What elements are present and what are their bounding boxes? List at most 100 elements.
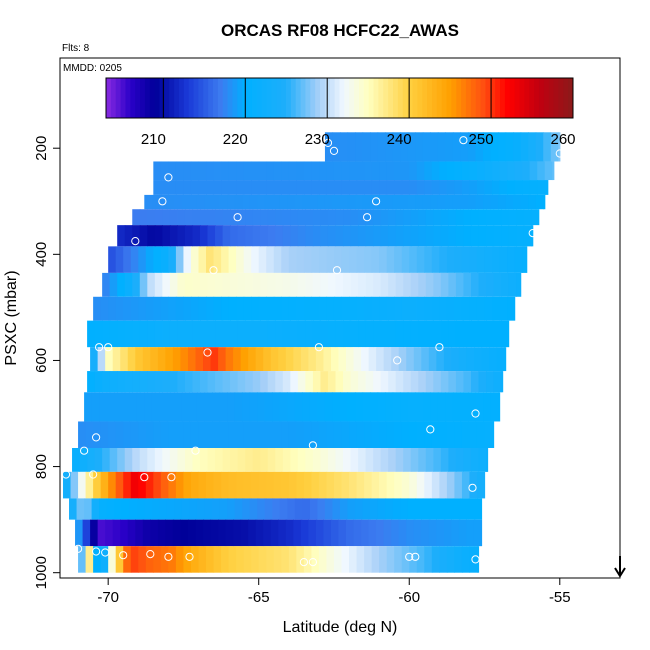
heatmap-cell	[154, 448, 163, 472]
heatmap-cell	[476, 471, 486, 499]
heatmap-cell	[136, 498, 145, 520]
heatmap-cell	[332, 194, 341, 210]
heatmap-cell	[258, 471, 267, 499]
sample-point	[61, 470, 71, 479]
heatmap-cell	[410, 209, 419, 226]
heatmap-cell	[160, 161, 169, 181]
heatmap-cell	[311, 296, 320, 321]
colorbar-segment	[519, 78, 525, 118]
sample-point	[164, 552, 173, 561]
heatmap-cell	[153, 421, 162, 448]
colorbar-segment	[388, 78, 394, 118]
heatmap-cell	[455, 448, 465, 472]
heatmap-cell	[373, 209, 382, 226]
heatmap-cell	[492, 246, 501, 273]
colorbar-segment	[159, 78, 165, 118]
heatmap-cell	[240, 347, 249, 372]
colorbar-segment	[358, 78, 365, 118]
heatmap-cell	[422, 392, 431, 422]
heatmap-cell	[172, 347, 182, 372]
heatmap-cell	[187, 347, 197, 372]
sample-point	[480, 555, 489, 564]
heatmap-cell	[115, 296, 124, 321]
heatmap-cell	[392, 194, 401, 210]
heatmap-cell	[507, 246, 516, 273]
colorbar-segment	[495, 78, 501, 118]
heatmap-cell	[529, 161, 538, 181]
heatmap-cell	[410, 448, 419, 472]
heatmap-cell	[463, 209, 472, 226]
heatmap-cell	[409, 161, 418, 181]
heatmap-cell	[529, 180, 538, 195]
heatmap-cell	[463, 272, 472, 297]
heatmap-cell	[132, 448, 141, 472]
heatmap-cell	[281, 180, 290, 195]
heatmap-cell	[395, 225, 404, 247]
heatmap-cell	[422, 194, 431, 210]
heatmap-cell	[341, 246, 350, 273]
heatmap-cell	[379, 546, 388, 573]
heatmap-cell	[192, 320, 201, 348]
heatmap-cell	[460, 194, 469, 210]
heatmap-cell	[484, 296, 493, 321]
heatmap-band	[93, 296, 516, 321]
heatmap-cell	[421, 347, 430, 372]
heatmap-cell	[212, 194, 221, 210]
heatmap-cell	[139, 272, 148, 297]
heatmap-cell	[198, 161, 207, 181]
heatmap-cell	[300, 519, 309, 547]
heatmap-cell	[395, 320, 404, 348]
heatmap-cell	[189, 392, 198, 422]
heatmap-cell	[460, 392, 469, 422]
heatmap-cell	[190, 421, 200, 448]
colorbar-segment	[208, 78, 214, 118]
heatmap-cell	[200, 272, 209, 297]
colorbar-segment	[349, 78, 355, 118]
heatmap-cell	[416, 161, 425, 181]
heatmap-cell	[478, 272, 487, 297]
heatmap-cell	[371, 421, 380, 448]
heatmap-cell	[467, 392, 477, 422]
heatmap-cell	[392, 392, 401, 422]
heatmap-cell	[407, 498, 416, 520]
heatmap-cell	[543, 132, 552, 162]
heatmap-cell	[198, 296, 207, 321]
heatmap-cell	[361, 347, 370, 372]
heatmap-cell	[550, 132, 559, 162]
heatmap-cell	[266, 421, 275, 448]
heatmap-cell	[416, 296, 425, 321]
heatmap-cell	[206, 161, 215, 181]
heatmap-cell	[544, 180, 549, 195]
heatmap-cell	[504, 347, 507, 372]
colorbar-segment	[266, 78, 272, 118]
heatmap-cell	[160, 421, 169, 448]
colorbar-segment	[334, 78, 340, 118]
heatmap-cell	[388, 225, 397, 247]
heatmap-cell	[302, 194, 311, 210]
heatmap-cell	[446, 296, 456, 321]
heatmap-cell	[184, 371, 194, 393]
sample-point	[314, 343, 323, 352]
heatmap-cell	[315, 519, 325, 547]
heatmap-cell	[371, 246, 380, 273]
heatmap-cell	[424, 161, 433, 181]
heatmap-cell	[267, 272, 276, 297]
heatmap-cell	[90, 347, 99, 372]
heatmap-cell	[454, 180, 463, 195]
heatmap-cell	[318, 246, 328, 273]
heatmap-cell	[243, 246, 252, 273]
colorbar-segment	[130, 78, 136, 118]
heatmap-cell	[371, 296, 380, 321]
sample-point	[209, 266, 218, 275]
heatmap-cell	[315, 347, 325, 372]
heatmap-cell	[109, 371, 118, 393]
heatmap-cell	[196, 498, 206, 520]
colorbar-segment	[140, 78, 146, 118]
heatmap-cell	[330, 519, 340, 547]
heatmap-cell	[476, 296, 486, 321]
heatmap-cell	[243, 471, 252, 499]
heatmap-cell	[505, 132, 514, 162]
heatmap-cell	[461, 296, 471, 321]
heatmap-cell	[266, 246, 275, 273]
heatmap-cell	[303, 161, 312, 181]
